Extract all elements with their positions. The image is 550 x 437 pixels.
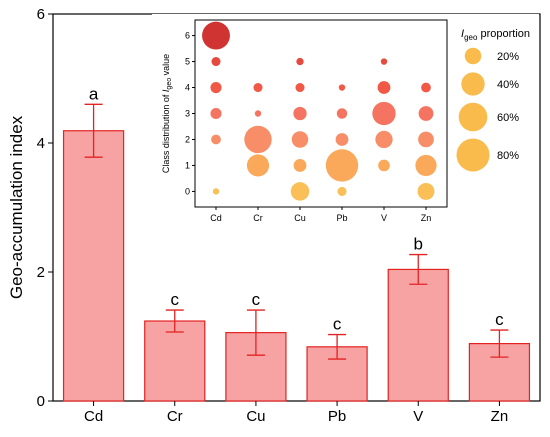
x-tick-label: V <box>413 408 423 425</box>
bubble <box>202 21 230 50</box>
inset-plot: 0 1 2 3 4 5 6 Cd Cr Cu Pb V Zn Class distribution of … <box>161 19 448 223</box>
bubble <box>254 110 262 117</box>
y-tick-label: 2 <box>37 264 45 281</box>
legend-label: 40% <box>497 79 519 91</box>
legend-label: 60% <box>497 112 519 124</box>
bubble <box>210 107 222 120</box>
inset-x-tick-label: Cu <box>294 213 306 223</box>
bubble <box>293 159 307 172</box>
legend-bubble <box>458 102 488 132</box>
inset-y-tick-label: 5 <box>185 57 190 67</box>
legend-title-part: I <box>461 28 464 40</box>
inset-y-axis-title-part: I <box>161 89 171 92</box>
significance-letter: c <box>252 290 261 309</box>
bar <box>62 130 125 402</box>
bubble <box>338 84 346 91</box>
y-tick-label: 0 <box>37 393 45 410</box>
bubble <box>290 182 310 201</box>
inset-x-tick-label: Cr <box>253 213 263 223</box>
bubble <box>377 81 391 94</box>
x-tick-label: Cd <box>84 408 103 425</box>
bubble <box>375 130 393 149</box>
bubble <box>293 106 307 121</box>
bubble <box>291 131 309 148</box>
bubble <box>212 188 220 195</box>
legend-label: 20% <box>497 51 519 63</box>
inset-y-tick-label: 6 <box>185 31 190 41</box>
x-tick-label: Cu <box>246 408 265 425</box>
inset-y-axis-title: Class distribution of Igeo value <box>161 54 173 173</box>
inset-y-tick-label: 3 <box>185 109 190 119</box>
bubble <box>244 125 272 154</box>
bubble <box>417 182 435 200</box>
inset-x-tick-label: Pb <box>336 213 347 223</box>
significance-letter: c <box>171 290 180 309</box>
bubble <box>418 131 434 148</box>
inset-y-tick-label: 2 <box>185 134 190 144</box>
significance-letter: a <box>89 84 99 103</box>
inset-y-tick-label: 1 <box>185 160 190 170</box>
y-axis-title: Geo-accumulation index <box>7 115 26 299</box>
bubble <box>336 108 348 119</box>
bubble <box>211 134 221 145</box>
main-plot: 0 2 4 6 a Cd c Cr c Cu c Pb b Vc Zn Geo-accumulation in… <box>7 6 541 425</box>
inset-y-axis-title-part: Class distribution of <box>161 92 171 173</box>
bubble <box>337 186 347 196</box>
significance-letter: b <box>414 235 423 254</box>
bubble <box>415 154 437 177</box>
legend-title-part: geo <box>464 33 478 42</box>
inset-y-tick-label: 0 <box>185 186 190 196</box>
bubble <box>418 106 434 121</box>
y-tick-label: 6 <box>37 6 45 23</box>
bar <box>387 268 449 402</box>
bar <box>144 320 206 402</box>
bubble <box>325 149 359 182</box>
x-tick-label: Zn <box>491 408 509 425</box>
bubble <box>296 57 304 66</box>
legend-bubble <box>461 72 485 96</box>
legend-bubble <box>464 47 482 65</box>
bubble <box>295 83 305 93</box>
bubble <box>421 82 431 93</box>
legend-bubble <box>456 138 490 172</box>
inset-x-tick-label: Zn <box>421 213 432 223</box>
inset-x-tick-label: V <box>381 213 387 223</box>
x-tick-label: Pb <box>328 408 346 425</box>
legend: Igeo proportion 20% 40% 60% 80% <box>456 28 530 172</box>
bubble <box>335 133 349 146</box>
inset-y-axis-title-part: value <box>161 54 171 78</box>
legend-label: 80% <box>497 150 519 162</box>
bubble <box>378 159 390 172</box>
inset-x-tick-label: Cd <box>210 213 222 223</box>
significance-letter: c <box>495 310 504 329</box>
bubble <box>210 81 222 94</box>
legend-title-part: proportion <box>477 28 530 40</box>
bubble <box>372 101 396 126</box>
y-tick-label: 4 <box>37 135 45 152</box>
inset-y-tick-label: 4 <box>185 83 190 93</box>
x-tick-label: Cr <box>167 408 183 425</box>
bubble <box>211 57 221 67</box>
significance-letter: c <box>333 315 342 334</box>
bubble <box>253 83 263 93</box>
bubble <box>246 154 270 177</box>
legend-title: Igeo proportion <box>461 28 530 42</box>
bubble <box>380 58 388 65</box>
inset-y-axis-title-part: geo <box>166 78 173 90</box>
